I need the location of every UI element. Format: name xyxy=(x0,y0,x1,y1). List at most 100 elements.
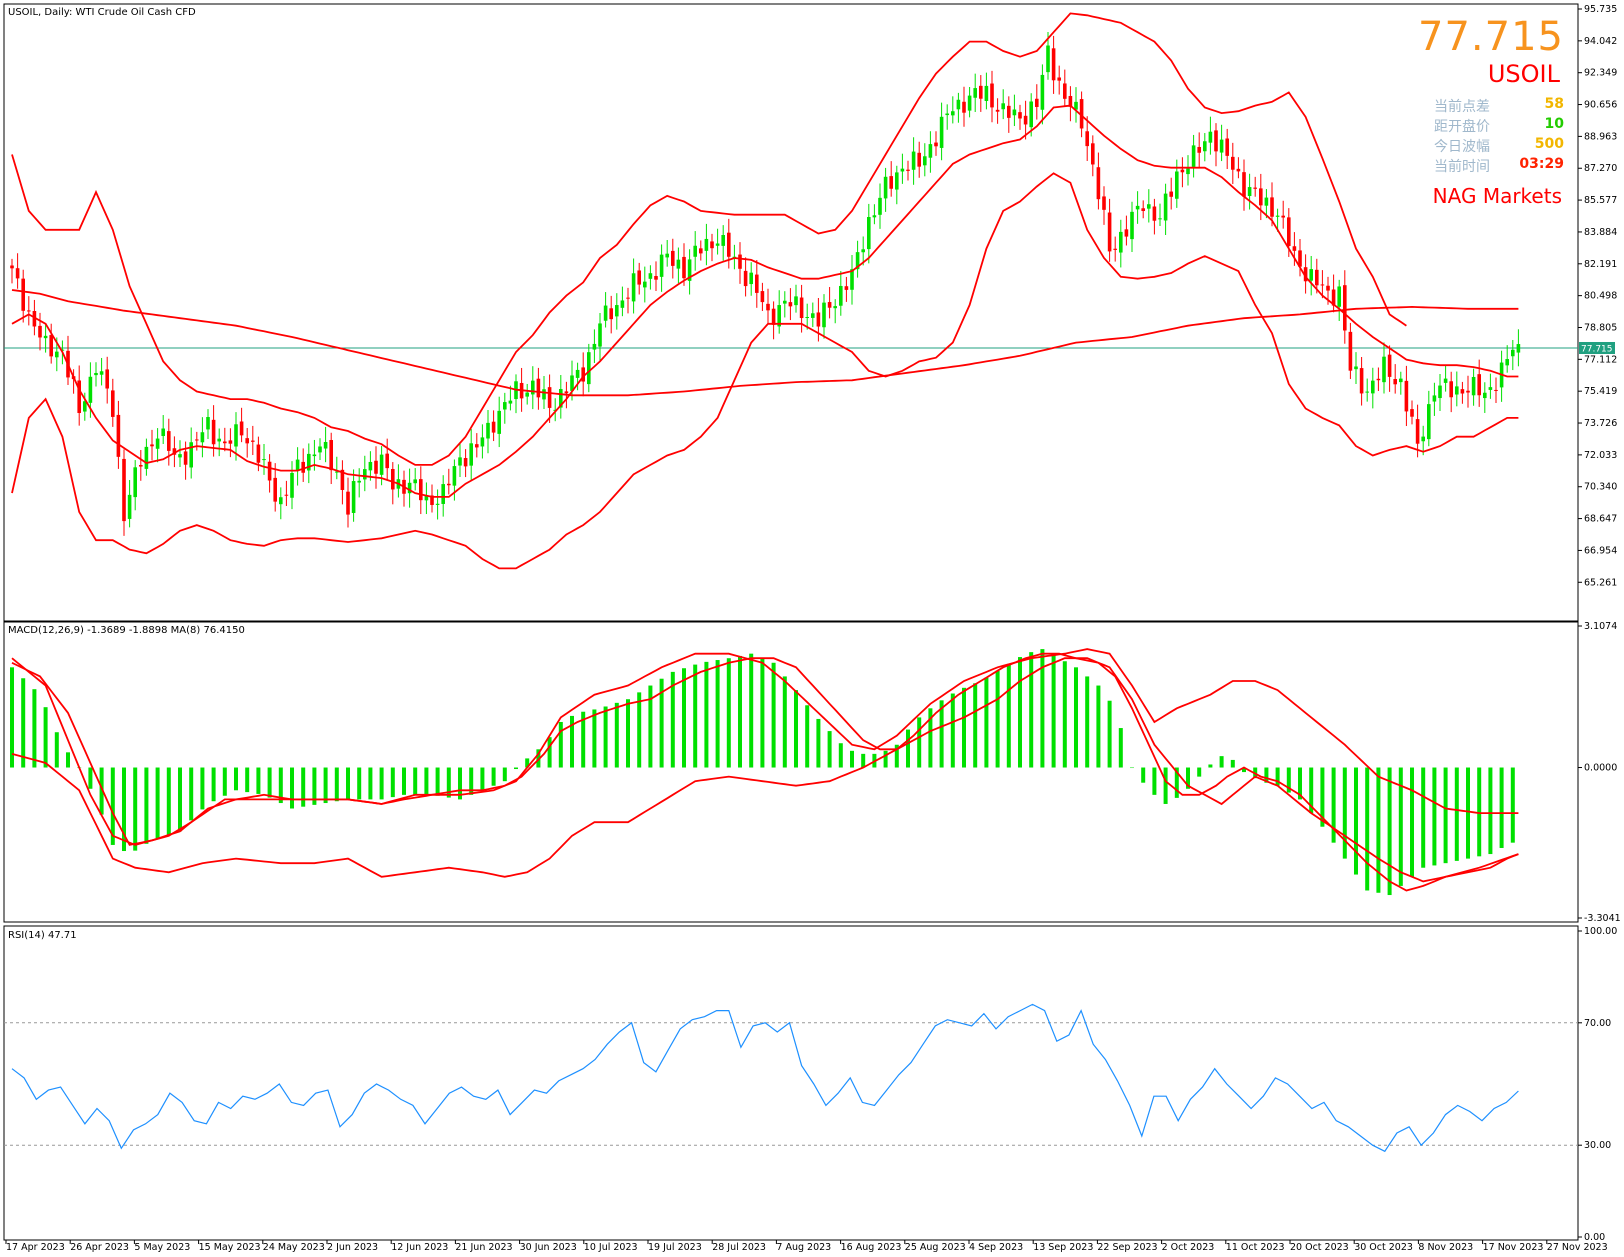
macd-histogram-bar xyxy=(1018,657,1022,768)
macd-histogram-bar xyxy=(491,767,496,786)
bollinger-upper-line xyxy=(11,12,1407,466)
candle-bull xyxy=(144,446,149,469)
macd-histogram-bar xyxy=(1208,764,1213,768)
candle-bear xyxy=(637,270,641,285)
time-axis-label: 28 Jul 2023 xyxy=(712,1242,766,1253)
candle-bull xyxy=(83,401,87,412)
candle-bear xyxy=(1460,389,1465,394)
macd-histogram-bar xyxy=(1477,767,1482,857)
macd-histogram-bar xyxy=(99,767,104,815)
candle-bull xyxy=(469,443,473,466)
macd-histogram-bar xyxy=(1432,767,1437,866)
price-axis-label: 65.261 xyxy=(1584,577,1617,588)
macd-histogram-bar xyxy=(424,767,429,795)
candle-bear xyxy=(1091,143,1095,165)
candle-bear xyxy=(1281,215,1285,218)
info-row-time: 当前时间 03:29 xyxy=(1434,156,1564,176)
candle-bear xyxy=(626,297,630,299)
macd-histogram-bar xyxy=(446,767,451,798)
candle-bear xyxy=(1320,284,1325,286)
macd-histogram-bar xyxy=(682,668,686,768)
macd-histogram-bar xyxy=(469,767,474,795)
candle-bull xyxy=(1488,387,1493,390)
candle-bull xyxy=(525,392,529,397)
candle-bull xyxy=(1158,218,1162,220)
macd-histogram-bar xyxy=(402,767,406,795)
macd-histogram-bar xyxy=(1398,767,1403,886)
candle-bull xyxy=(1511,349,1515,357)
candle-bull xyxy=(900,168,905,172)
candle-bear xyxy=(1343,285,1347,331)
candle-bear xyxy=(766,303,770,311)
candle-bull xyxy=(503,402,507,410)
candle-bear xyxy=(1007,105,1011,118)
price-axis-label: 95.735 xyxy=(1584,4,1617,15)
rsi-line xyxy=(11,1003,1519,1153)
candle-bear xyxy=(771,308,776,325)
candle-bear xyxy=(536,378,541,398)
candle-bear xyxy=(1225,138,1229,156)
candle-bull xyxy=(911,151,916,170)
candle-bull xyxy=(133,467,137,498)
candle-bear xyxy=(329,440,333,471)
info-value: 03:29 xyxy=(1519,156,1564,172)
macd-histogram-bar xyxy=(827,731,832,768)
candle-bear xyxy=(122,458,126,522)
candle-bear xyxy=(463,458,468,467)
candle-bear xyxy=(1348,331,1353,371)
macd-histogram-bar xyxy=(603,706,608,768)
candle-bear xyxy=(1169,191,1173,197)
candle-bear xyxy=(760,291,765,303)
candle-bear xyxy=(1152,206,1157,221)
candle-bear xyxy=(267,461,272,481)
price-axis-label: 73.726 xyxy=(1584,418,1617,429)
rsi-chart-layer xyxy=(4,1003,1578,1153)
bollinger-middle-line xyxy=(11,104,1519,498)
macd-histogram-bar xyxy=(894,744,899,768)
candle-bear xyxy=(447,483,451,486)
time-axis-label: 2 Oct 2023 xyxy=(1162,1242,1215,1253)
candle-bull xyxy=(351,481,356,513)
candle-bear xyxy=(917,152,921,167)
time-axis-label: 30 Jun 2023 xyxy=(520,1242,577,1253)
macd-histogram-bar xyxy=(166,767,171,835)
macd-histogram-bar xyxy=(1107,700,1112,768)
candle-bear xyxy=(21,278,25,311)
macd-histogram-bar xyxy=(1006,663,1011,768)
macd-histogram-bar xyxy=(1320,767,1325,827)
macd-histogram-bar xyxy=(1410,767,1414,877)
time-axis-label: 12 Jun 2023 xyxy=(391,1242,448,1253)
macd-histogram-bar xyxy=(43,707,48,768)
macd-histogram-bar xyxy=(54,732,59,768)
candle-bull xyxy=(833,306,837,309)
candle-bull xyxy=(659,254,664,277)
candle-bear xyxy=(962,101,966,113)
macd-histogram-bar xyxy=(726,658,731,768)
macd-histogram-bar xyxy=(21,678,26,768)
macd-histogram-bar xyxy=(1286,767,1291,793)
candle-bull xyxy=(1354,366,1358,370)
macd-histogram-bar xyxy=(693,664,698,768)
candle-bear xyxy=(340,469,345,490)
time-axis-label: 27 Nov 2023 xyxy=(1547,1242,1608,1253)
macd-histogram-bar xyxy=(1421,767,1426,868)
info-value: 58 xyxy=(1544,96,1564,112)
candle-bull xyxy=(895,172,899,190)
candle-bull xyxy=(178,454,182,458)
candle-bull xyxy=(335,471,339,473)
macd-histogram-bar xyxy=(973,683,978,768)
macd-histogram-bar xyxy=(805,705,810,768)
candle-bull xyxy=(715,243,720,246)
macd-chart-layer xyxy=(10,648,1519,896)
candle-bull xyxy=(704,238,709,251)
macd-histogram-bar xyxy=(816,718,821,768)
candle-bear xyxy=(239,421,244,436)
candle-bear xyxy=(27,310,31,312)
macd-histogram-bar xyxy=(1141,767,1146,783)
candle-bear xyxy=(116,414,121,457)
candle-bear xyxy=(1085,131,1089,147)
macd-histogram-bar xyxy=(1275,767,1280,786)
candle-bear xyxy=(211,419,216,445)
macd-histogram-bar xyxy=(480,767,485,791)
